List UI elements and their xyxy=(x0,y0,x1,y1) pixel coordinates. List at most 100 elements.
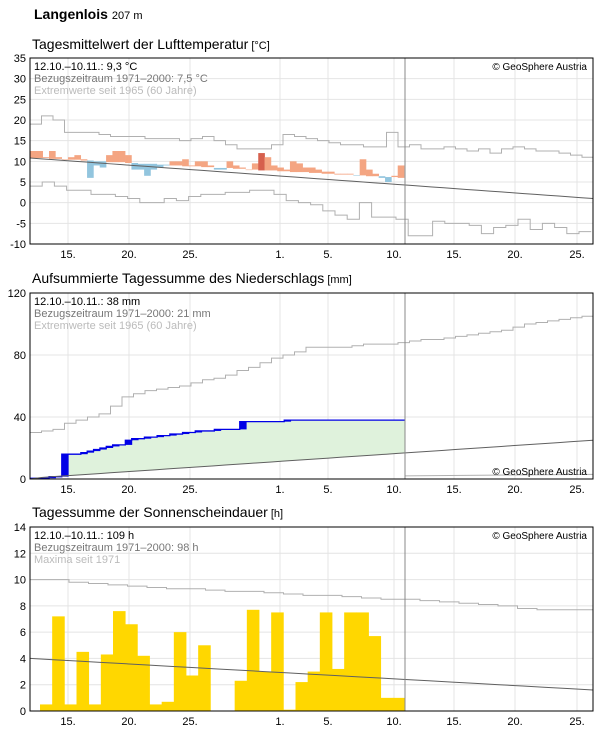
temp-bar-24 xyxy=(182,159,189,167)
temp-bar-3 xyxy=(49,151,56,159)
precip-frame xyxy=(29,292,594,480)
temp-bar-55 xyxy=(378,176,386,178)
temp-bar-6 xyxy=(68,157,75,160)
temp-bar-44 xyxy=(308,167,316,173)
temp-bar-34 xyxy=(245,169,253,171)
sun-ytick-label-6: 12 xyxy=(14,548,26,560)
temp-xtick-label-0: 15. xyxy=(60,249,75,261)
sun-info-1: Bezugszeitraum 1971–2000: 98 h xyxy=(34,542,199,554)
temp-bar-0 xyxy=(30,151,37,159)
sun-bar-17 xyxy=(246,609,260,711)
sun-bar-3 xyxy=(76,651,90,711)
temp-chart-title: Tagesmittelwert der Lufttemperatur [°C] xyxy=(32,36,270,52)
temp-max-line xyxy=(30,115,593,158)
temp-xtick-label-5: 10. xyxy=(386,249,401,261)
sun-bar-10 xyxy=(161,701,175,711)
temp-ytick-label-4: 10 xyxy=(14,156,26,168)
sun-bar-5 xyxy=(100,654,114,711)
precip-increment-29 xyxy=(214,429,222,431)
sun-xtick-label-1: 20. xyxy=(121,716,136,728)
temp-ytick-label-3: 5 xyxy=(20,177,26,189)
precip-increment-5 xyxy=(61,454,69,477)
temp-bar-26 xyxy=(194,161,202,167)
precip-normal-line xyxy=(29,439,594,480)
sun-ytick-label-3: 6 xyxy=(20,627,26,639)
temp-bar-40 xyxy=(283,169,291,172)
precip-title-unit: [mm] xyxy=(327,274,352,286)
precip-increment-8 xyxy=(80,452,88,455)
temp-bar-57 xyxy=(391,175,399,178)
temp-xtick-label-2: 25. xyxy=(182,249,197,261)
precip-xtick-label-2: 25. xyxy=(182,484,197,496)
temp-bar-49 xyxy=(340,173,348,175)
precip-increment-16 xyxy=(131,438,139,441)
temp-bar-21 xyxy=(163,164,170,166)
temp-xtick-label-8: 25. xyxy=(569,249,584,261)
sun-xtick-label-6: 15. xyxy=(446,716,461,728)
temp-bar-39 xyxy=(277,167,284,172)
temp-bar-45 xyxy=(315,169,322,173)
precip-xtick-label-5: 10. xyxy=(386,484,401,496)
sun-bar-18 xyxy=(259,671,272,711)
precip-increment-22 xyxy=(169,434,177,436)
temp-info-1: Bezugszeitraum 1971–2000: 7,5 °C xyxy=(34,73,208,85)
precip-increment-12 xyxy=(106,446,114,448)
temp-frame xyxy=(29,57,594,245)
sun-bar-7 xyxy=(125,624,138,711)
temp-bar-56 xyxy=(385,177,392,182)
temp-bar-16 xyxy=(131,162,139,170)
precip-xtick-label-3: 1. xyxy=(275,484,284,496)
temp-bar-36 xyxy=(258,153,265,171)
sun-ytick-label-5: 10 xyxy=(14,575,26,587)
sun-bar-22 xyxy=(307,671,321,711)
temp-bar-22 xyxy=(169,161,177,166)
temp-title-text: Tagesmittelwert der Lufttemperatur xyxy=(32,36,249,52)
precip-xtick-label-8: 25. xyxy=(569,484,584,496)
temp-bar-32 xyxy=(232,165,240,169)
temp-bar-4 xyxy=(55,157,62,159)
precip-chart-title: Aufsummierte Tagessumme des Niederschlag… xyxy=(32,270,352,286)
temp-bar-12 xyxy=(106,155,113,163)
sun-xtick-label-5: 10. xyxy=(386,716,401,728)
precip-ytick-label-2: 80 xyxy=(14,350,26,362)
sun-xtick-label-3: 1. xyxy=(275,716,284,728)
temp-bar-13 xyxy=(112,151,120,163)
sun-bar-1 xyxy=(52,616,65,711)
temp-ytick-label-6: 20 xyxy=(14,115,26,127)
temp-bar-9 xyxy=(87,160,94,178)
precip-increment-15 xyxy=(125,440,133,445)
sun-ytick-label-7: 14 xyxy=(14,522,26,534)
precip-ytick-label-0: 0 xyxy=(20,474,26,486)
sun-bar-26 xyxy=(356,612,369,711)
temp-bar-33 xyxy=(239,167,246,169)
temp-info-0: 12.10.–10.11.: 9,3 °C xyxy=(34,61,137,73)
precip-increment-24 xyxy=(182,432,190,435)
sun-bar-12 xyxy=(186,675,199,711)
sun-credit: © GeoSphere Austria xyxy=(492,531,587,542)
precip-increment-9 xyxy=(87,451,95,453)
precip-min-line xyxy=(404,473,594,477)
temp-xtick-label-3: 1. xyxy=(275,249,284,261)
temp-bar-18 xyxy=(144,163,151,176)
sun-info-2: Maxima seit 1971 xyxy=(34,554,120,566)
precip-surplus-area xyxy=(30,420,405,479)
sun-ytick-label-2: 4 xyxy=(20,653,26,665)
precip-increment-18 xyxy=(144,437,152,439)
precip-max-line xyxy=(30,315,593,433)
temp-xtick-label-4: 5. xyxy=(323,249,332,261)
temp-bar-41 xyxy=(289,161,297,173)
sun-max-line xyxy=(30,579,593,611)
sun-bar-19 xyxy=(271,612,284,711)
temp-ytick-label-1: -5 xyxy=(16,218,26,230)
temp-title-unit: [°C] xyxy=(251,40,270,52)
temp-ytick-label-9: 35 xyxy=(14,53,26,65)
precip-credit: © GeoSphere Austria xyxy=(492,467,587,478)
temp-bar-37 xyxy=(264,157,272,171)
temp-bar-10 xyxy=(93,161,101,166)
sun-bar-9 xyxy=(149,704,163,711)
temp-ytick-label-2: 0 xyxy=(20,198,26,210)
sun-bar-11 xyxy=(173,632,187,711)
temp-bar-5 xyxy=(61,159,69,160)
sun-bar-24 xyxy=(332,668,345,711)
